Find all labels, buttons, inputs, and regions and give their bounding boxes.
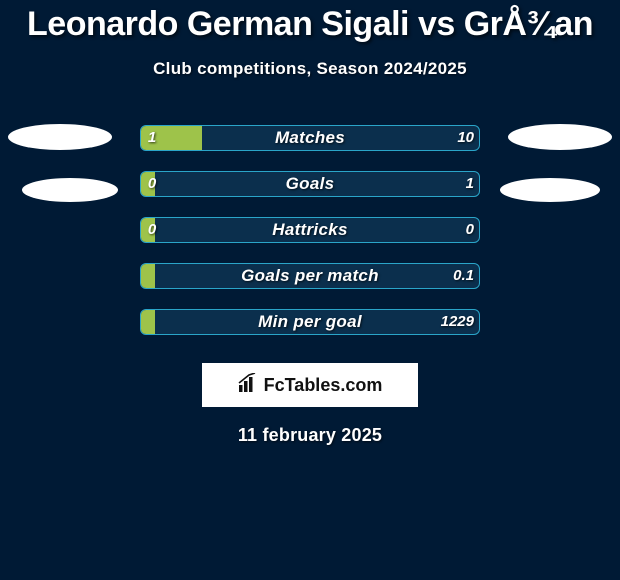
decorative-oval (500, 178, 600, 202)
stat-value-left: 0 (140, 171, 164, 197)
stat-value-right: 0 (440, 217, 480, 243)
stat-label: Matches (140, 125, 480, 151)
stat-row: Goals per match0.1 (0, 253, 620, 299)
stat-value-right: 0.1 (440, 263, 480, 289)
date-label: 11 february 2025 (0, 425, 620, 446)
stat-value-right: 10 (440, 125, 480, 151)
stat-label: Goals (140, 171, 480, 197)
stat-value-left: 1 (140, 125, 164, 151)
stat-value-left: 0 (140, 217, 164, 243)
page-title: Leonardo German Sigali vs GrÅ¾an (0, 0, 620, 43)
logo-text: FcTables.com (264, 375, 383, 396)
stat-label: Min per goal (140, 309, 480, 335)
stat-value-right: 1229 (440, 309, 480, 335)
decorative-oval (508, 124, 612, 150)
stat-value-left (140, 263, 164, 289)
stat-value-left (140, 309, 164, 335)
comparison-card: Leonardo German Sigali vs GrÅ¾an Club co… (0, 0, 620, 446)
stat-label: Hattricks (140, 217, 480, 243)
stat-row: Hattricks0 0 (0, 207, 620, 253)
decorative-oval (22, 178, 118, 202)
decorative-oval (8, 124, 112, 150)
source-logo: FcTables.com (202, 363, 418, 407)
stat-label: Goals per match (140, 263, 480, 289)
bar-chart-icon (238, 373, 260, 398)
subtitle: Club competitions, Season 2024/2025 (0, 59, 620, 79)
stat-rows: Matches110Goals01Hattricks00Goals per ma… (0, 115, 620, 345)
stat-row: Min per goal1229 (0, 299, 620, 345)
stat-value-right: 1 (440, 171, 480, 197)
